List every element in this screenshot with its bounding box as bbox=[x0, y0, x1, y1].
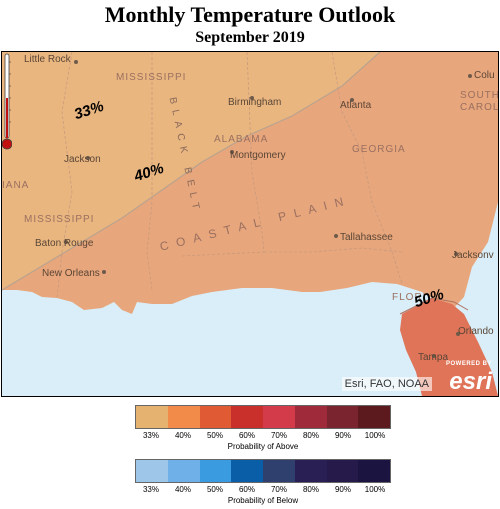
city-dot bbox=[350, 98, 354, 102]
legend-above-swatches bbox=[135, 405, 391, 429]
legend-swatch bbox=[136, 460, 168, 482]
map-attribution: Esri, FAO, NOAA bbox=[341, 377, 432, 391]
map-subtitle: September 2019 bbox=[195, 29, 305, 46]
map-title: Monthly Temperature Outlook bbox=[104, 2, 396, 27]
esri-logo[interactable]: POWERED BY esri bbox=[436, 360, 492, 395]
city-dot bbox=[454, 252, 458, 256]
map-base bbox=[2, 52, 498, 396]
esri-powered-text: POWERED BY bbox=[445, 361, 492, 367]
city-label: Tallahassee bbox=[340, 232, 393, 243]
legend-swatch bbox=[167, 406, 200, 428]
city-dot bbox=[468, 74, 472, 78]
legend-tick-label: 100% bbox=[364, 431, 386, 440]
legend-swatch bbox=[231, 406, 263, 428]
city-dot bbox=[102, 270, 106, 274]
legend-tick-label: 40% bbox=[174, 431, 191, 440]
city-dot bbox=[250, 96, 254, 100]
state-label: ALABAMA bbox=[214, 134, 269, 145]
legend-swatch bbox=[358, 460, 390, 482]
esri-word: esri bbox=[449, 368, 492, 395]
legend-swatch bbox=[294, 460, 327, 482]
city-dot bbox=[64, 240, 68, 244]
legend-swatch bbox=[199, 406, 232, 428]
state-label: IANA bbox=[2, 180, 30, 191]
legend-tick-label: 50% bbox=[206, 431, 223, 440]
legend-above: 33% 40% 50% 60% 70% 80% 90% 100% Probability of… bbox=[135, 405, 391, 451]
city-label: Jackson bbox=[64, 154, 101, 165]
legend-below: 33% 40% 50% 60% 70% 80% 90% 100% Probability of… bbox=[135, 459, 391, 505]
legend-swatch bbox=[263, 460, 295, 482]
city-label: Tampa bbox=[418, 352, 449, 363]
contour-line-50 bbox=[399, 297, 469, 315]
legend-tick-label: 90% bbox=[334, 485, 351, 494]
thermometer-icon bbox=[2, 53, 12, 150]
legend-below-labels: 33% 40% 50% 60% 70% 80% 90% 100% bbox=[135, 485, 391, 494]
city-dot bbox=[86, 156, 90, 160]
legend-tick-label: 40% bbox=[174, 485, 191, 494]
legend-tick-label: 100% bbox=[364, 485, 386, 494]
city-dot bbox=[74, 60, 78, 64]
legend-swatch bbox=[294, 406, 327, 428]
contour-line bbox=[2, 52, 381, 291]
legend-tick-label: 33% bbox=[142, 485, 159, 494]
legend-swatch bbox=[231, 460, 263, 482]
outlook-map[interactable]: Little Rock Birmingham Atlanta Jackson M… bbox=[1, 51, 499, 397]
legend-tick-label: 70% bbox=[270, 485, 287, 494]
legend-swatch bbox=[358, 406, 390, 428]
city-label: Orlando bbox=[458, 326, 494, 337]
legend-tick-label: 33% bbox=[142, 431, 159, 440]
state-label: FLORI bbox=[392, 292, 427, 303]
legend-swatch bbox=[326, 406, 359, 428]
city-label: Little Rock bbox=[24, 54, 71, 65]
state-label: MISSISSIPPI bbox=[116, 72, 187, 83]
state-label: GEORGIA bbox=[352, 144, 406, 155]
city-dot bbox=[432, 354, 436, 358]
legend-tick-label: 60% bbox=[238, 485, 255, 494]
city-dot bbox=[456, 332, 460, 336]
legend-swatch bbox=[136, 406, 168, 428]
city-label: New Orleans bbox=[42, 268, 100, 279]
legend-tick-label: 90% bbox=[334, 431, 351, 440]
city-dot bbox=[230, 150, 234, 154]
city-label: Birmingham bbox=[228, 97, 282, 108]
legend-tick-label: 80% bbox=[302, 431, 319, 440]
legend-tick-label: 80% bbox=[302, 485, 319, 494]
legend-swatch bbox=[167, 460, 200, 482]
legend-tick-label: 70% bbox=[270, 431, 287, 440]
legend-below-title: Probability of Below bbox=[227, 496, 299, 505]
legend-below-swatches bbox=[135, 459, 391, 483]
city-label: Montgomery bbox=[230, 150, 286, 161]
legend-above-labels: 33% 40% 50% 60% 70% 80% 90% 100% bbox=[135, 431, 391, 440]
state-label: MISSISSIPPI bbox=[24, 214, 95, 225]
state-label: SOUTH bbox=[460, 90, 499, 101]
legend-swatch bbox=[326, 460, 359, 482]
legend-above-title: Probability of Above bbox=[227, 442, 299, 451]
city-dot bbox=[334, 234, 338, 238]
land-33-zone bbox=[2, 52, 380, 290]
legend-tick-label: 60% bbox=[238, 431, 255, 440]
city-label: Jacksonv bbox=[452, 250, 494, 261]
state-label: CAROL bbox=[460, 102, 499, 113]
city-label: Colu bbox=[474, 70, 495, 81]
legend-swatch bbox=[199, 460, 232, 482]
legend-tick-label: 50% bbox=[206, 485, 223, 494]
city-label: Atlanta bbox=[340, 100, 372, 111]
city-label: Baton Rouge bbox=[35, 238, 94, 249]
legend-swatch bbox=[263, 406, 295, 428]
